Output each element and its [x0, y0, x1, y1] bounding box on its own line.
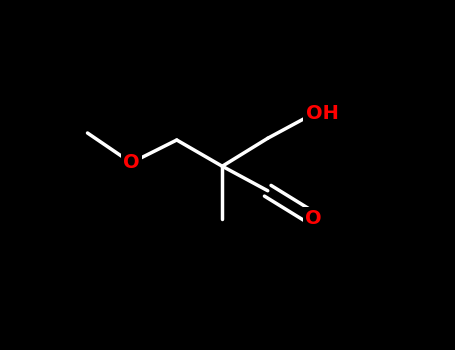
Text: O: O	[305, 209, 322, 228]
Text: O: O	[123, 153, 140, 172]
Text: OH: OH	[306, 104, 339, 123]
